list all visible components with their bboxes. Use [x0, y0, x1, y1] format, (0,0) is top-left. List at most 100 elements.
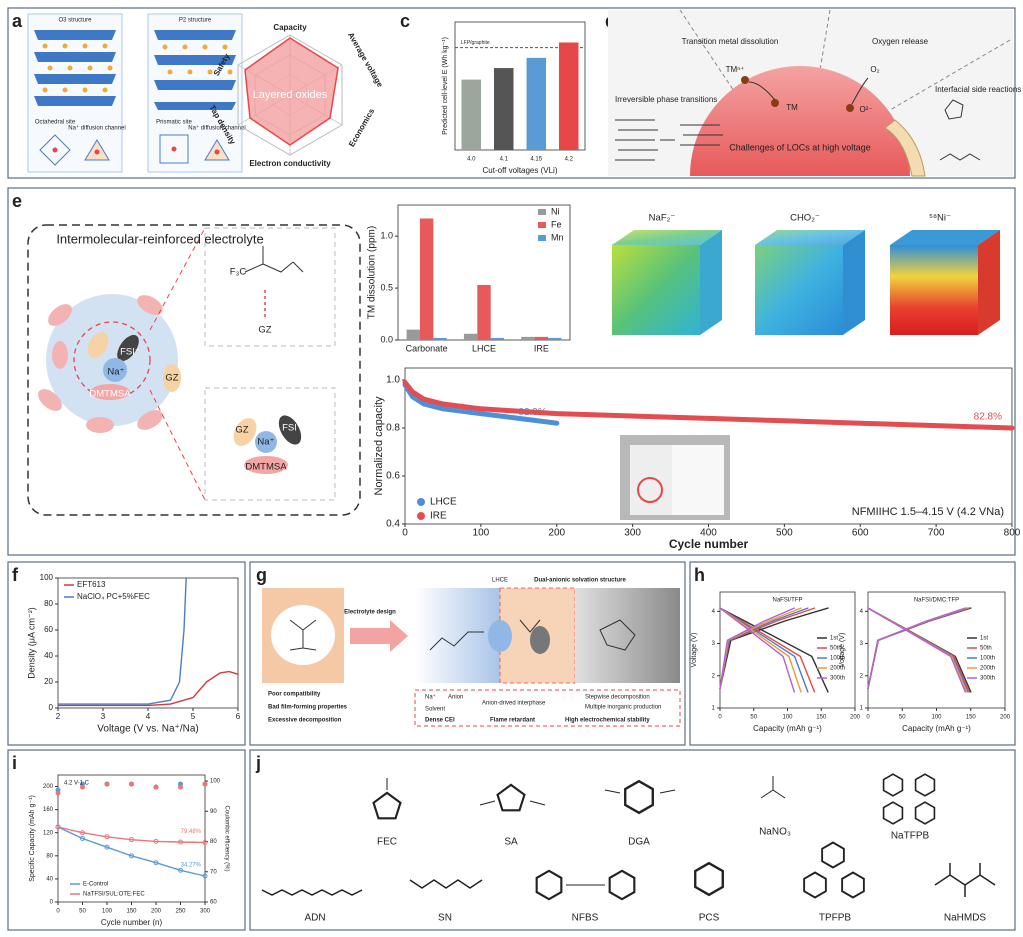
legend-label: 1st — [980, 636, 988, 642]
challenges-diagram-part — [741, 76, 749, 84]
cluster-label: GZ — [235, 425, 248, 436]
x-tick-label: 0 — [866, 715, 870, 721]
crystal-structures-part-part — [107, 65, 113, 71]
x-axis-label: Cut-off voltages (VLi) — [483, 166, 558, 175]
x-tick-label: 4.2 — [565, 157, 574, 163]
y-tick-label: 80 — [46, 853, 53, 859]
retention-label: 82.8% — [974, 412, 1002, 423]
series-marker — [80, 784, 85, 790]
x-tick-label: 250 — [175, 909, 186, 915]
legend-label: Flame retardant — [490, 718, 535, 724]
crystal-structures-part — [159, 134, 189, 164]
solvation-diagram-part-part — [86, 417, 114, 433]
molecule-structures — [261, 773, 996, 901]
crystal-structures-part-part — [154, 30, 236, 40]
target-label: GZ — [258, 325, 271, 336]
legend-label: Ni — [551, 206, 560, 216]
molecule-label: TPFPB — [819, 913, 852, 924]
y-tick-label: 40 — [44, 651, 53, 660]
x-tick-label: 100 — [473, 528, 490, 539]
solvation-diagram-part — [117, 334, 139, 362]
species-label: O²⁻ — [859, 105, 872, 114]
problem-label: Poor compatibility — [268, 692, 321, 698]
crystal-structures-part-part — [167, 69, 173, 75]
series-line — [57, 577, 187, 705]
panel-frames-part — [689, 561, 1016, 746]
x-tick-label: 4.1 — [500, 157, 509, 163]
molecule-structures-part — [760, 776, 786, 799]
crystal-structures-part-part — [94, 149, 100, 155]
y-tick-label: 0.5 — [380, 282, 393, 292]
panel-label: h — [694, 565, 705, 585]
molecule-label: NaTFPB — [891, 831, 930, 842]
x-tick-label: 200 — [548, 528, 565, 539]
bar — [559, 42, 579, 151]
y-tick-label: 0 — [49, 703, 54, 712]
electrolyte-design-diagram-part — [414, 689, 681, 727]
panel-frames-part — [7, 749, 246, 931]
y-tick-label: 0.4 — [386, 519, 400, 530]
y-axis-label: Density (μA cm⁻²) — [26, 607, 36, 678]
solvation-diagram-part — [278, 415, 302, 445]
electrolyte-design-diagram-part — [415, 588, 500, 683]
electrolyte-design-diagram-part — [488, 620, 512, 652]
y-tick-label: 1 — [860, 706, 864, 712]
tof-sims-maps-part — [672, 445, 724, 515]
challenges-diagram-part — [615, 99, 981, 161]
panel-label: c — [400, 11, 410, 31]
tof-sims-maps — [612, 230, 1000, 520]
series-marker — [153, 860, 159, 866]
cluster-label: FSI⁻ — [282, 423, 302, 434]
legend-label: Stepwise decomposition — [585, 695, 650, 701]
series-marker — [80, 836, 85, 841]
molecule-structures-part — [934, 863, 996, 897]
molecule-label: SN — [438, 913, 452, 924]
structure-label: Dual-anionic solvation structure — [534, 578, 626, 584]
y-tick-label: 1.0 — [380, 231, 393, 241]
legend-label: NaTFSI/SUL:OTE:FEC — [83, 892, 145, 898]
x-tick-label: 200 — [850, 715, 861, 721]
x-tick-label: 4 — [146, 712, 151, 721]
site-label: Octahedral site — [35, 120, 76, 126]
tof-sims-maps-part — [612, 230, 722, 245]
structure-title: O3 structure — [58, 18, 92, 24]
radar-center: Layered oxides — [253, 89, 328, 101]
solvation-diagram-part — [255, 431, 277, 453]
solvation-diagram-part — [204, 227, 336, 347]
crystal-structures-part-part — [42, 43, 48, 49]
x-tick-label: 5 — [191, 712, 196, 721]
crystal-structures-part-part — [47, 65, 53, 71]
plot-frame — [454, 21, 586, 151]
panel-label: g — [256, 565, 267, 585]
solvation-diagram-part — [149, 227, 206, 331]
series-marker — [55, 824, 61, 830]
electrolyte-design-diagram — [262, 587, 681, 727]
series-line — [719, 607, 795, 693]
molecule-label: PCS — [699, 913, 720, 924]
legend-label: IRE — [430, 511, 447, 522]
structure-title: P2 structure — [179, 18, 212, 24]
map-label: CHO₂⁻ — [790, 213, 820, 224]
challenges-diagram-part-part — [615, 119, 658, 161]
y-tick-label: 3 — [712, 641, 716, 647]
y-tick-label: 120 — [43, 830, 54, 836]
crystal-structures-part-part — [202, 44, 208, 50]
crystal-structures-part-part — [82, 43, 88, 49]
x-axis-label: Capacity (mAh g⁻¹) — [753, 724, 822, 733]
problem-label: Excessive decomposition — [268, 718, 342, 724]
solvation-diagram-part — [163, 364, 181, 392]
legend-label: High electrochemical stability — [565, 718, 650, 724]
panel-label: a — [12, 11, 23, 31]
electrolyte-design-diagram-part — [575, 588, 680, 683]
reference-label: LFP/graphite — [461, 40, 490, 46]
cluster-label: DMTMSA — [245, 462, 287, 473]
crystal-structures-part — [42, 43, 233, 93]
x-tick-label: 50 — [899, 715, 906, 721]
map-label: ⁵⁸Ni⁻ — [929, 213, 951, 224]
tof-sims-maps-part — [755, 230, 865, 245]
x-tick-label: 2 — [56, 712, 61, 721]
molecule-label: NFBS — [572, 913, 599, 924]
y2-tick-label: 70 — [210, 869, 217, 875]
series-marker — [129, 781, 134, 787]
